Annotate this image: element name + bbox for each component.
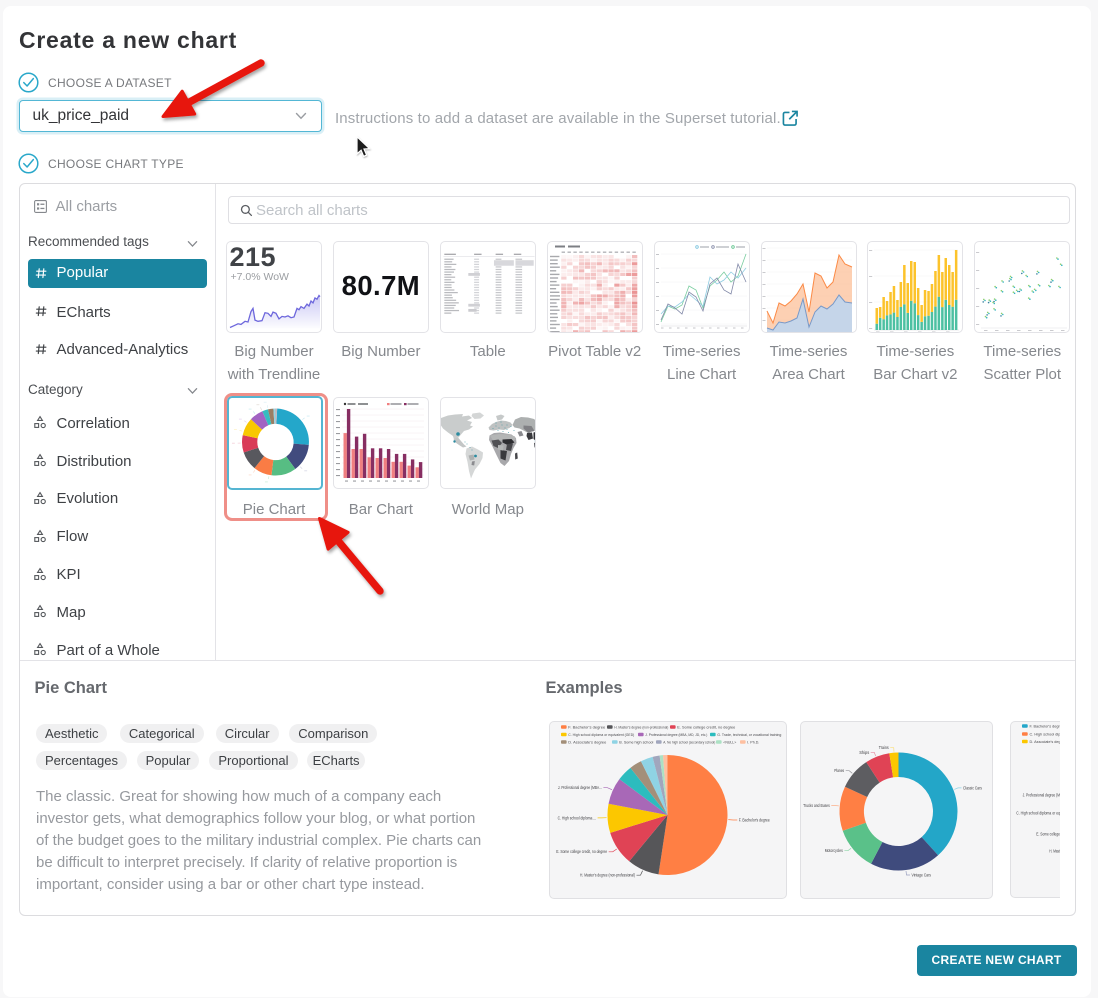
svg-text:C. High school diploma or equi: C. High school diploma or equivalent (GE… xyxy=(568,732,635,736)
svg-text:J. Professional degree (MBA...: J. Professional degree (MBA... xyxy=(557,785,601,790)
svg-text:F. Bachelor's degree: F. Bachelor's degree xyxy=(1030,724,1061,728)
svg-text:E. Some college: E. Some college xyxy=(1036,832,1060,837)
svg-text:Trucks and Buses: Trucks and Buses xyxy=(803,803,830,808)
svg-text:H. Mast: H. Mast xyxy=(1049,849,1060,854)
svg-text:D. Associate's degre: D. Associate's degre xyxy=(1030,740,1061,744)
svg-text:E. Some college credit, no deg: E. Some college credit, no degree xyxy=(677,725,735,729)
svg-text:G. Trade, technical, or vocati: G. Trade, technical, or vocational train… xyxy=(717,732,781,736)
svg-text:Ships: Ships xyxy=(859,749,870,754)
svg-text:Trains: Trains xyxy=(878,745,889,750)
svg-text:D. Associate's degree: D. Associate's degree xyxy=(568,740,606,744)
svg-text:C. High school diploma ...: C. High school diploma ... xyxy=(557,815,596,820)
svg-text:B. Some high school: B. Some high school xyxy=(619,740,653,744)
svg-text:I. Ph.D.: I. Ph.D. xyxy=(747,740,759,744)
svg-text:H. Master's degree (non-profes: H. Master's degree (non-professional) xyxy=(580,872,635,877)
svg-text:C. High school diploma or eq: C. High school diploma or eq xyxy=(1016,811,1060,816)
svg-text:Vintage Cars: Vintage Cars xyxy=(911,872,931,877)
svg-text:Planes: Planes xyxy=(834,768,845,773)
svg-text:C. High school diplom: C. High school diplom xyxy=(1030,732,1061,736)
svg-text:Classic Cars: Classic Cars xyxy=(963,785,983,790)
svg-text:<NULL>: <NULL> xyxy=(723,740,737,744)
svg-text:F. Bachelor's degree: F. Bachelor's degree xyxy=(738,817,770,822)
svg-text:H. Master's degree (non-profes: H. Master's degree (non-professional) xyxy=(614,725,669,729)
svg-text:J. Professional degree (M: J. Professional degree (M xyxy=(1023,793,1060,798)
svg-text:J. Professional degree (MBA, M: J. Professional degree (MBA, MD, JD, etc… xyxy=(645,732,708,736)
svg-text:E. Some college credit, no deg: E. Some college credit, no degree xyxy=(556,849,608,854)
svg-text:Motorcycles: Motorcycles xyxy=(824,848,843,853)
svg-text:A. No high school (secondary s: A. No high school (secondary school) xyxy=(663,740,716,744)
svg-text:F. Bachelor's degree: F. Bachelor's degree xyxy=(568,725,605,729)
